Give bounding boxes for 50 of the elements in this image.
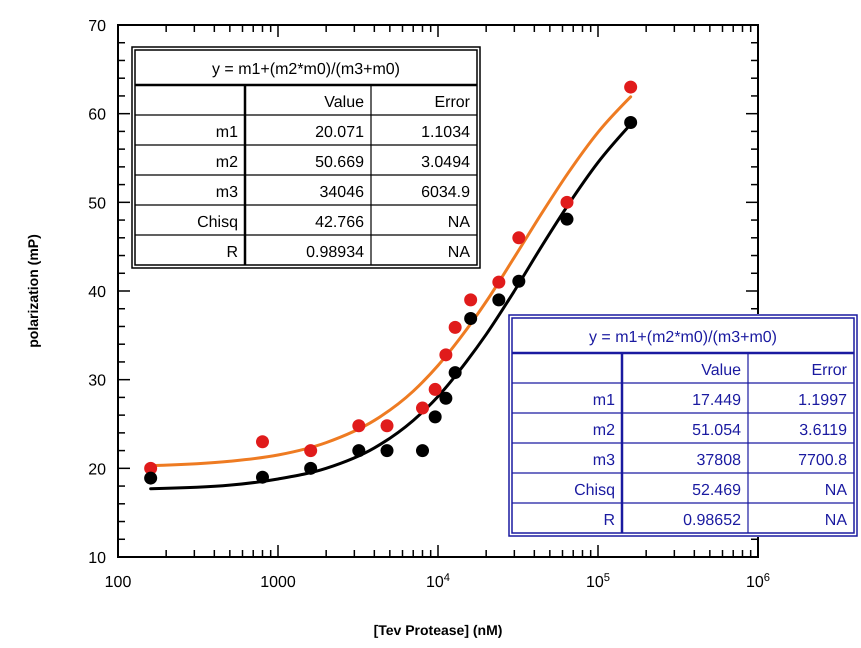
annotation: 1.1034: [421, 124, 470, 141]
y-tick-label: 70: [88, 18, 106, 35]
y-tick-label: 30: [88, 372, 106, 390]
y-tick-label: 50: [88, 195, 106, 212]
annotation: 50.669: [315, 154, 364, 171]
text: 1.1997: [798, 392, 847, 409]
y-tick-label: 40: [88, 284, 106, 301]
annotation: Value: [701, 362, 742, 379]
annotation: 37808: [696, 452, 742, 469]
annotation: m1: [592, 392, 616, 409]
annotation: m3: [592, 452, 616, 469]
annotation: 42.766: [315, 214, 364, 231]
y-tick-label: 60: [88, 106, 106, 124]
annotation: NA: [448, 244, 470, 261]
annotation: y = m1+(m2*m0)/(m3+m0): [212, 61, 400, 78]
annotation: 34046: [320, 184, 364, 201]
annotation: Value: [324, 94, 364, 111]
annotation: 17.449: [692, 392, 742, 409]
annotation: R: [603, 512, 615, 529]
annotation: 20.071: [315, 124, 364, 141]
annotation: m3: [216, 184, 238, 201]
annotation: 52.469: [692, 482, 742, 499]
annotation: m1: [216, 124, 238, 141]
annotation: m2: [592, 422, 616, 439]
annotation: NA: [448, 214, 470, 231]
text: 3.6119: [799, 422, 847, 439]
text: NA: [824, 512, 847, 529]
annotation: Error: [434, 94, 471, 111]
text: Error: [811, 362, 847, 379]
annotation: Chisq: [574, 482, 615, 499]
y-tick-label: 10: [88, 550, 106, 567]
x-tick-label: 10$^{4}$: [426, 572, 450, 591]
text: 7700.8: [798, 452, 847, 469]
x-tick-label: 10$^{6}$: [746, 572, 770, 591]
x-axis-title: [Tev Protease] (nM): [374, 622, 502, 638]
y-axis-title: polarization (mP): [25, 234, 41, 348]
annotation: 51.054: [692, 422, 742, 439]
annotation: y = m1+(m2*m0)/(m3+m0): [588, 329, 778, 346]
annotation: m2: [216, 154, 238, 171]
annotation: 0.98934: [306, 244, 364, 261]
annotation: R: [226, 244, 238, 261]
x-tick-label: 1000: [260, 574, 296, 591]
annotation: Chisq: [197, 214, 238, 231]
annotation: 0.98652: [683, 512, 742, 529]
text: NA: [824, 482, 847, 499]
annotation: 3.0494: [421, 154, 470, 171]
x-tick-label: 10$^{5}$: [586, 572, 610, 591]
x-tick-label: 100: [104, 574, 132, 591]
annotation: 6034.9: [421, 184, 470, 201]
y-tick-label: 20: [88, 461, 106, 478]
